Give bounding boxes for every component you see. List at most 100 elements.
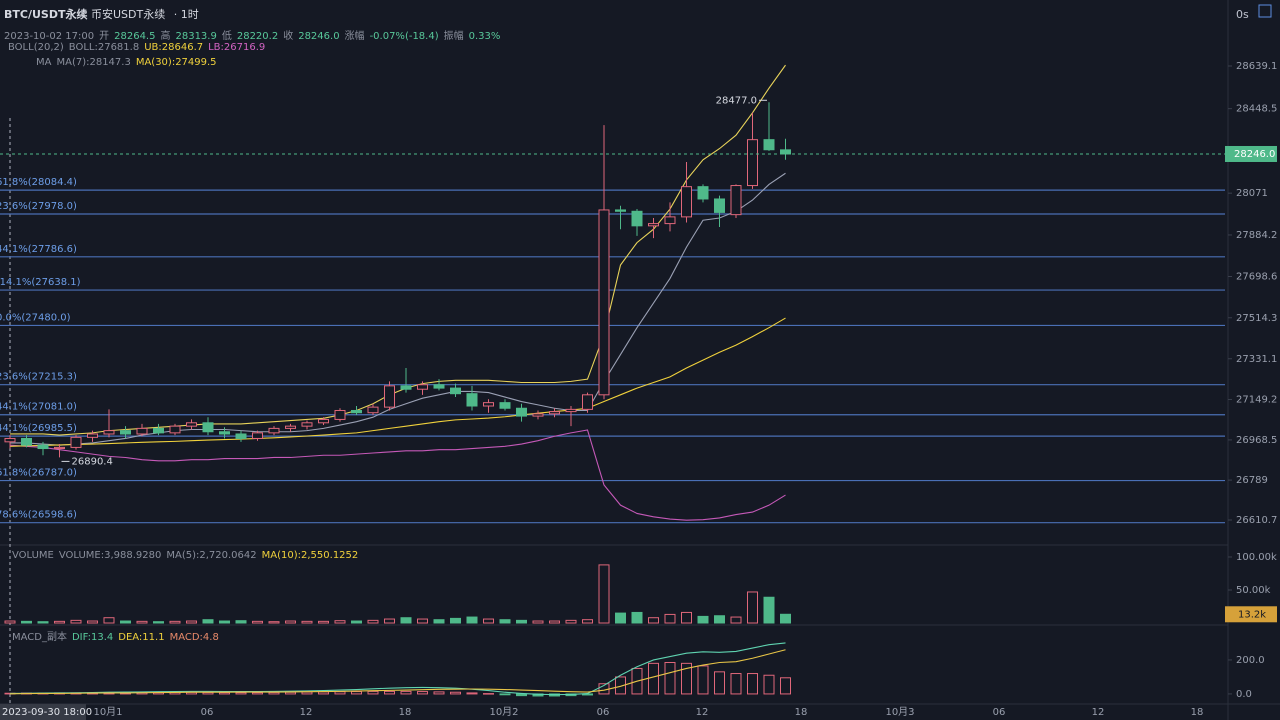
y-tick-label: 28639.1 [1236, 61, 1277, 72]
macd-dea-line [9, 649, 786, 695]
volume-bar [153, 621, 164, 624]
volume-bar [648, 617, 659, 624]
fib-label: 0.0%(27480.0) [0, 312, 71, 323]
interval[interactable]: · 1时 [173, 8, 199, 21]
candle-body [648, 223, 659, 227]
candle-body [202, 422, 214, 433]
candle-body [186, 422, 197, 427]
fib-label: 23.6%(27978.0) [0, 201, 77, 212]
boll-ub: UB:28646.7 [144, 42, 204, 53]
info-value: 28264.5 [114, 31, 156, 42]
macd-label[interactable]: MACD_副本 [12, 632, 67, 643]
candle-body [235, 433, 247, 439]
y-tick-label: 27884.2 [1236, 230, 1277, 241]
volume-bar [450, 617, 461, 624]
candle-body [70, 436, 82, 448]
y-tick-label: 28071 [1236, 188, 1268, 199]
volume-bar [136, 620, 148, 624]
candle-body [747, 139, 758, 187]
volume-bar [384, 618, 395, 624]
volume-bar [268, 621, 280, 624]
macd-dif-line [9, 642, 786, 696]
fib-label: 78.6%(26598.6) [0, 510, 77, 521]
candle-body [763, 139, 775, 151]
volume-bar [499, 619, 511, 624]
indicator-line [10, 64, 786, 436]
volume-bar [466, 616, 478, 624]
macd-bar [714, 671, 725, 695]
candle-body [54, 446, 65, 450]
settings-icon[interactable] [1258, 4, 1272, 18]
volume-bar [697, 615, 709, 624]
x-tick-label: 2023-09-30 18:00 [2, 707, 92, 718]
x-tick-label: 10月3 [885, 706, 914, 718]
macd-bar [681, 662, 692, 695]
time-cursor-box [0, 704, 86, 720]
ma-label[interactable]: MA [36, 57, 52, 68]
ma-row: MA MA(7):28147.3 MA(30):27499.5 [36, 57, 222, 68]
x-tick-label: 12 [300, 707, 313, 718]
macd-bar [334, 691, 346, 695]
candle-body [714, 198, 725, 213]
y-tick-label: 200.0 [1236, 655, 1265, 666]
y-tick-label: 27698.6 [1236, 272, 1277, 283]
indicator-line [9, 317, 786, 447]
price-marker-label: 28477.0 [716, 95, 757, 106]
candle-body [532, 413, 544, 417]
candle-body [153, 427, 164, 434]
x-tick-label: 18 [795, 707, 808, 718]
candle-body [499, 402, 511, 409]
candle-body [285, 425, 296, 429]
candle-body [664, 216, 676, 225]
macd-row: MACD_副本 DIF:13.4 DEA:11.1 MACD:4.8 [12, 628, 224, 643]
candle-body [169, 425, 181, 434]
candle-body [351, 409, 362, 414]
volume-bar [598, 564, 610, 624]
symbol[interactable]: BTC/USDT永续 [4, 8, 88, 21]
volume-bar [54, 620, 65, 624]
boll-label[interactable]: BOLL(20,2) [8, 42, 64, 53]
macd-bar [367, 690, 379, 695]
volume-label[interactable]: VOLUME [12, 550, 54, 561]
volume-bar [285, 620, 296, 624]
candle-body [367, 406, 379, 414]
volume-bar [70, 619, 82, 624]
macd-bar [285, 691, 296, 695]
fib-label: 61.8%(28084.4) [0, 177, 77, 188]
fib-label: 44.1%(26985.5) [0, 423, 77, 434]
volume-bar [318, 620, 329, 624]
timer: 0s [1236, 8, 1249, 21]
volume-bar [582, 619, 593, 624]
x-tick-label: 10月2 [489, 706, 518, 718]
info-row: 2023-10-02 17:00 开 28264.5 高 28313.9 低 28220.2… [4, 27, 505, 42]
indicator-line [9, 429, 786, 521]
y-tick-label: 27149.2 [1236, 394, 1277, 405]
volume-bar [664, 613, 676, 624]
macd-bar [730, 673, 742, 695]
y-tick-label: 26610.7 [1236, 515, 1277, 526]
volume-bar [549, 620, 560, 624]
volume-bar [252, 620, 263, 624]
x-tick-label: 18 [1191, 707, 1204, 718]
candle-body [318, 418, 329, 424]
ma30: MA(30):27499.5 [135, 57, 217, 68]
volume-bar [483, 618, 494, 624]
info-value: 28220.2 [236, 31, 279, 42]
candle-body [631, 210, 643, 227]
macd-bar [417, 691, 428, 695]
candle-body [780, 149, 791, 155]
y-tick-label: 0.0 [1236, 689, 1252, 700]
volume-bar [532, 620, 544, 624]
y-tick-label: 50.00k [1236, 585, 1271, 596]
volume-row: VOLUME VOLUME:3,988.9280 MA(5):2,720.0642 M… [12, 550, 363, 561]
candle-body [136, 427, 148, 435]
macd-bar [235, 692, 247, 695]
candle-body [384, 385, 395, 408]
volume-bar [433, 619, 445, 624]
macd-bar [400, 690, 412, 695]
macd-bar [747, 673, 758, 695]
y-tick-label: 26789 [1236, 475, 1268, 486]
volume-bar [120, 620, 131, 624]
x-tick-label: 10月1 [93, 706, 122, 718]
